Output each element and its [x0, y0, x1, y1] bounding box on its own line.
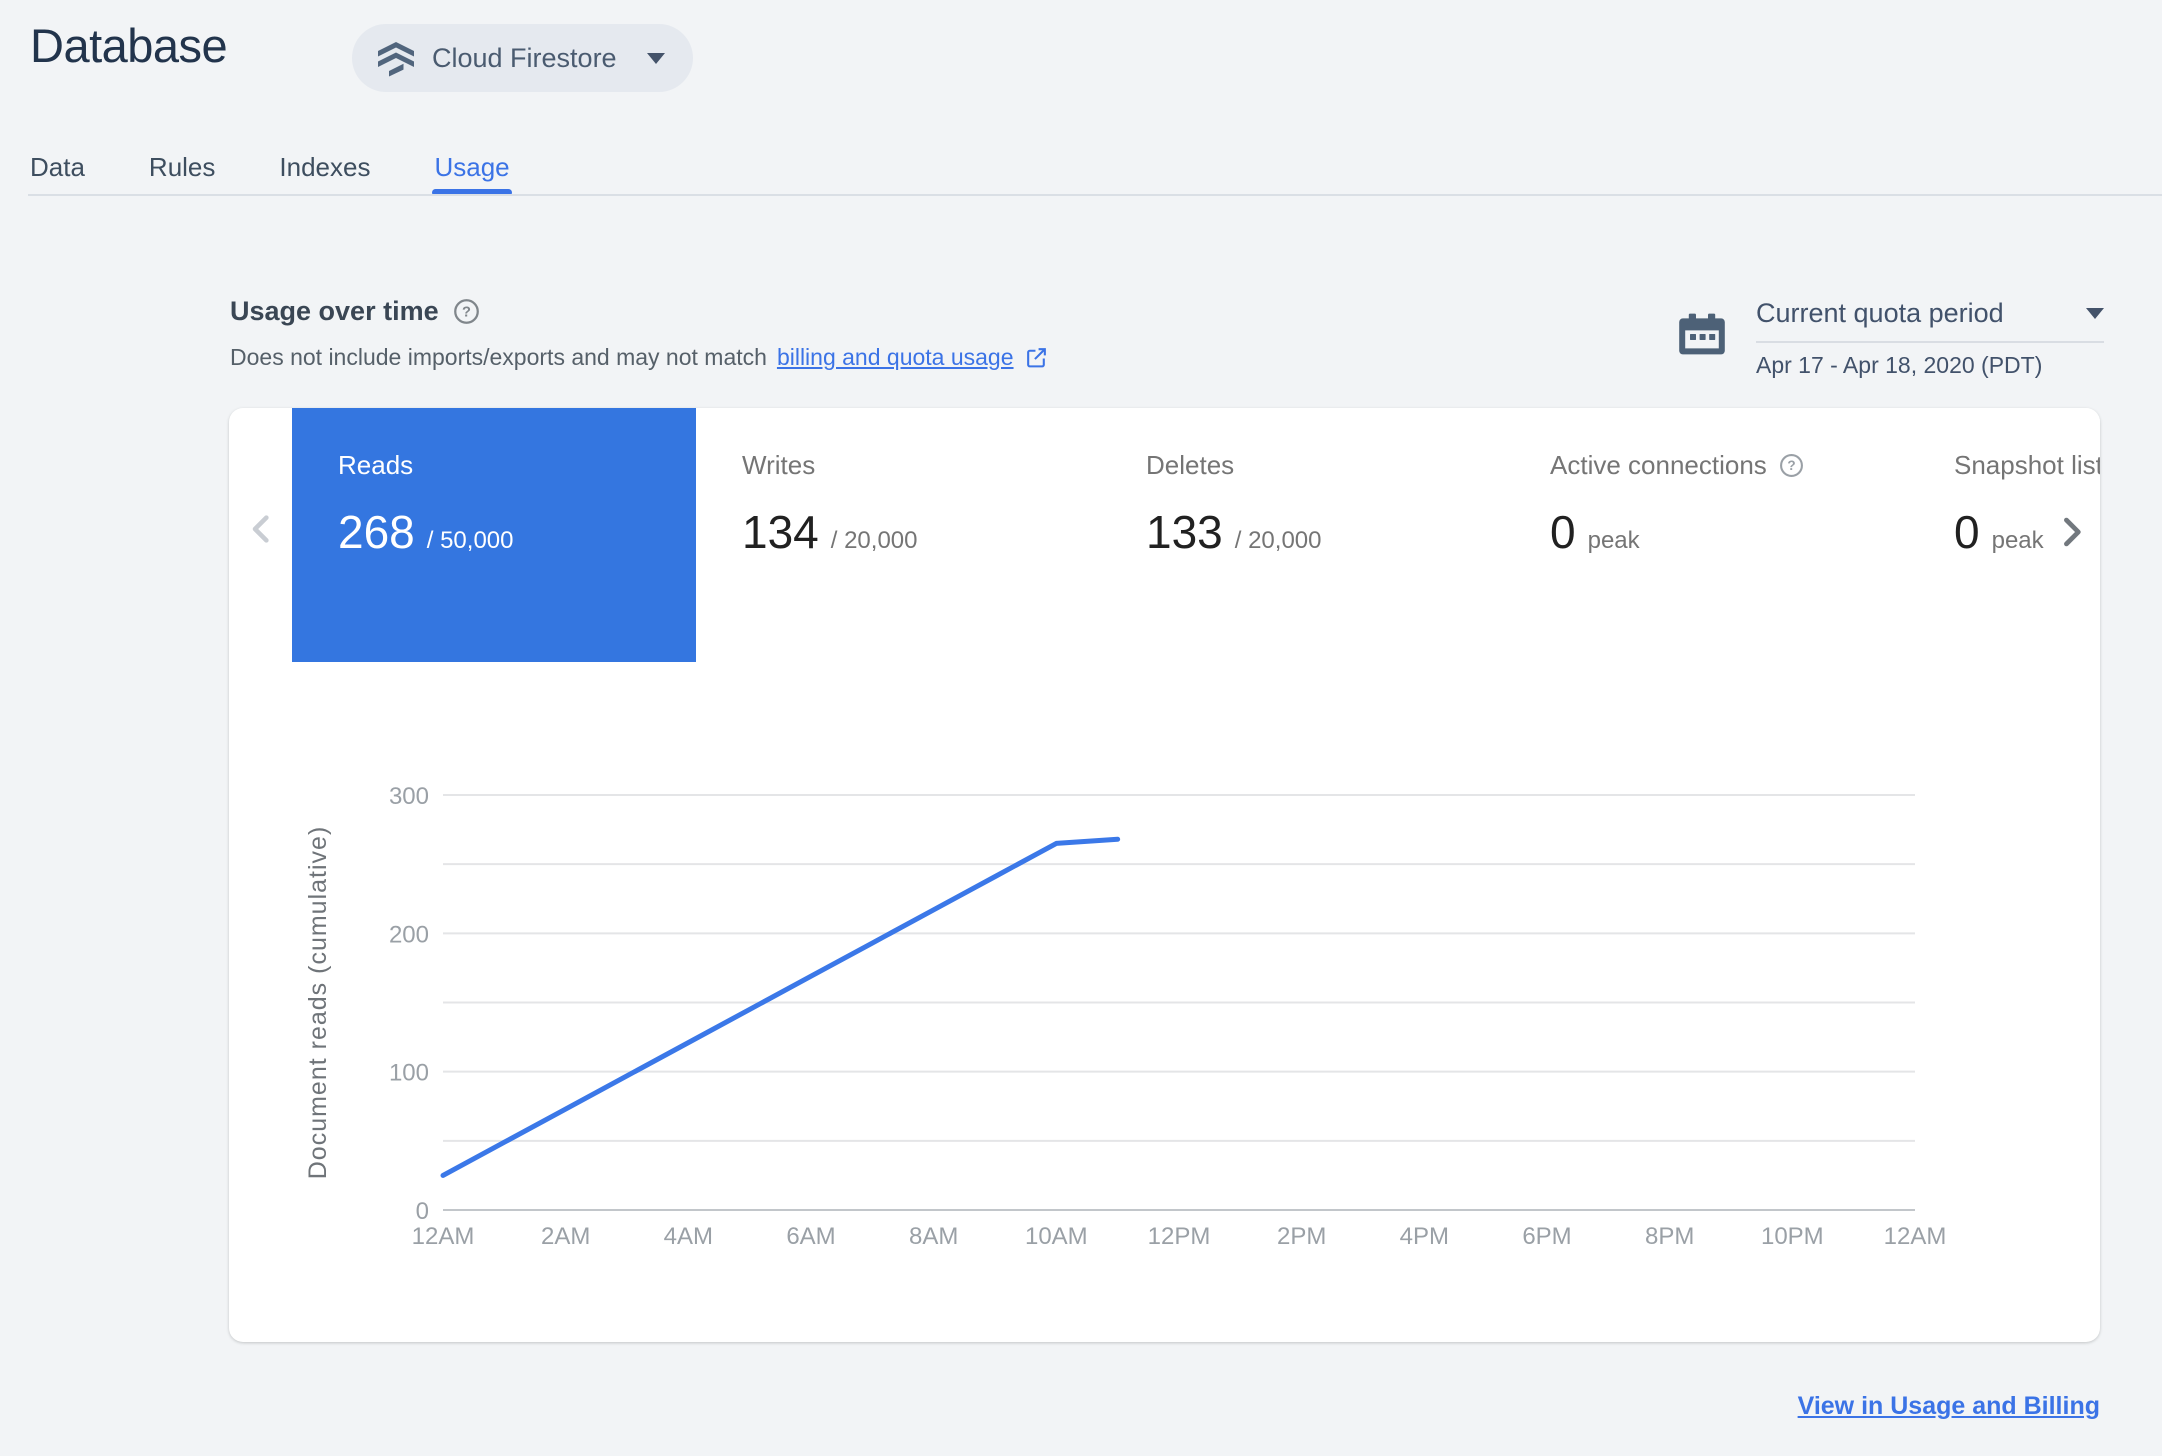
metric-value: 0 — [1550, 506, 1576, 558]
metric-card-reads[interactable]: Reads 268 / 50,000 — [292, 408, 696, 662]
metric-card-active-connections[interactable]: Active connections ? 0 peak — [1504, 408, 1908, 662]
quota-period-selector[interactable]: Current quota period Apr 17 - Apr 18, 20… — [1756, 298, 2104, 379]
svg-text:8PM: 8PM — [1645, 1223, 1694, 1250]
page-title: Database — [30, 19, 228, 72]
usage-panel: Reads 268 / 50,000 Writes 134 / 20,000 D… — [229, 408, 2100, 1342]
svg-text:4PM: 4PM — [1400, 1223, 1449, 1250]
svg-text:10PM: 10PM — [1761, 1223, 1824, 1250]
metric-quota: / 20,000 — [830, 527, 918, 554]
svg-text:100: 100 — [389, 1060, 429, 1087]
metric-label: Active connections — [1550, 450, 1767, 480]
svg-text:?: ? — [462, 305, 471, 321]
svg-text:12AM: 12AM — [1884, 1223, 1947, 1250]
usage-over-time-heading: Usage over time ? — [230, 296, 480, 327]
metric-card-row: Reads 268 / 50,000 Writes 134 / 20,000 D… — [292, 408, 2100, 662]
quota-period-label: Current quota period — [1756, 298, 2004, 328]
product-selector-label: Cloud Firestore — [432, 42, 617, 73]
metric-value: 134 — [742, 506, 819, 558]
tab-data[interactable]: Data — [30, 151, 85, 182]
svg-text:Document reads (cumulative): Document reads (cumulative) — [304, 826, 332, 1180]
metric-peak: peak — [1587, 527, 1640, 554]
svg-text:6PM: 6PM — [1522, 1223, 1571, 1250]
metric-card-deletes[interactable]: Deletes 133 / 20,000 — [1100, 408, 1504, 662]
billing-quota-usage-link[interactable]: billing and quota usage — [776, 344, 1014, 370]
svg-text:?: ? — [1787, 458, 1795, 473]
svg-text:10AM: 10AM — [1025, 1223, 1088, 1250]
metric-card-snapshot-listeners[interactable]: Snapshot listeners 0 peak — [1908, 408, 2100, 662]
metric-quota: / 20,000 — [1234, 527, 1322, 554]
svg-text:0: 0 — [416, 1198, 429, 1225]
metric-value: 0 — [1954, 506, 1980, 558]
svg-text:300: 300 — [389, 783, 429, 810]
reads-usage-chart: 0 100 200 300 Document reads (cumulative) 12A… — [229, 738, 2100, 1298]
metric-label: Deletes — [1146, 450, 1235, 480]
external-link-icon[interactable] — [1024, 345, 1049, 370]
tab-bar: Data Rules Indexes Usage — [30, 138, 574, 196]
help-icon[interactable]: ? — [1779, 453, 1804, 478]
svg-text:12PM: 12PM — [1148, 1223, 1211, 1250]
carousel-prev-button[interactable] — [241, 508, 283, 555]
help-icon[interactable]: ? — [453, 298, 480, 325]
metric-peak: peak — [1991, 527, 2044, 554]
calendar-icon — [1678, 310, 1726, 363]
view-usage-billing-link[interactable]: View in Usage and Billing — [1797, 1392, 2100, 1420]
usage-description: Does not include imports/exports and may… — [230, 344, 1049, 371]
metric-label: Writes — [742, 450, 816, 480]
svg-text:4AM: 4AM — [664, 1223, 713, 1250]
svg-text:12AM: 12AM — [412, 1223, 475, 1250]
svg-text:200: 200 — [389, 921, 429, 948]
tab-rules[interactable]: Rules — [148, 151, 216, 182]
metric-label: Snapshot listeners — [1954, 450, 2100, 480]
firestore-icon — [376, 38, 416, 78]
svg-text:6AM: 6AM — [786, 1223, 835, 1250]
usage-over-time-title: Usage over time — [230, 296, 439, 326]
svg-text:8AM: 8AM — [909, 1223, 958, 1250]
metric-label: Reads — [338, 450, 414, 480]
svg-text:2AM: 2AM — [541, 1223, 590, 1250]
tabs-divider — [28, 194, 2162, 196]
tab-usage[interactable]: Usage — [432, 138, 512, 196]
product-selector[interactable]: Cloud Firestore — [352, 24, 693, 92]
chevron-down-icon — [646, 52, 665, 64]
metric-value: 268 — [338, 506, 415, 558]
metric-value: 133 — [1146, 506, 1223, 558]
metric-quota: / 50,000 — [426, 527, 514, 554]
metric-card-writes[interactable]: Writes 134 / 20,000 — [696, 408, 1100, 662]
svg-text:2PM: 2PM — [1277, 1223, 1326, 1250]
tab-indexes[interactable]: Indexes — [279, 151, 371, 182]
usage-description-text: Does not include imports/exports and may… — [230, 344, 767, 370]
chevron-down-icon — [2086, 308, 2104, 319]
quota-period-range: Apr 17 - Apr 18, 2020 (PDT) — [1756, 352, 2043, 378]
carousel-next-button[interactable] — [2049, 510, 2093, 559]
